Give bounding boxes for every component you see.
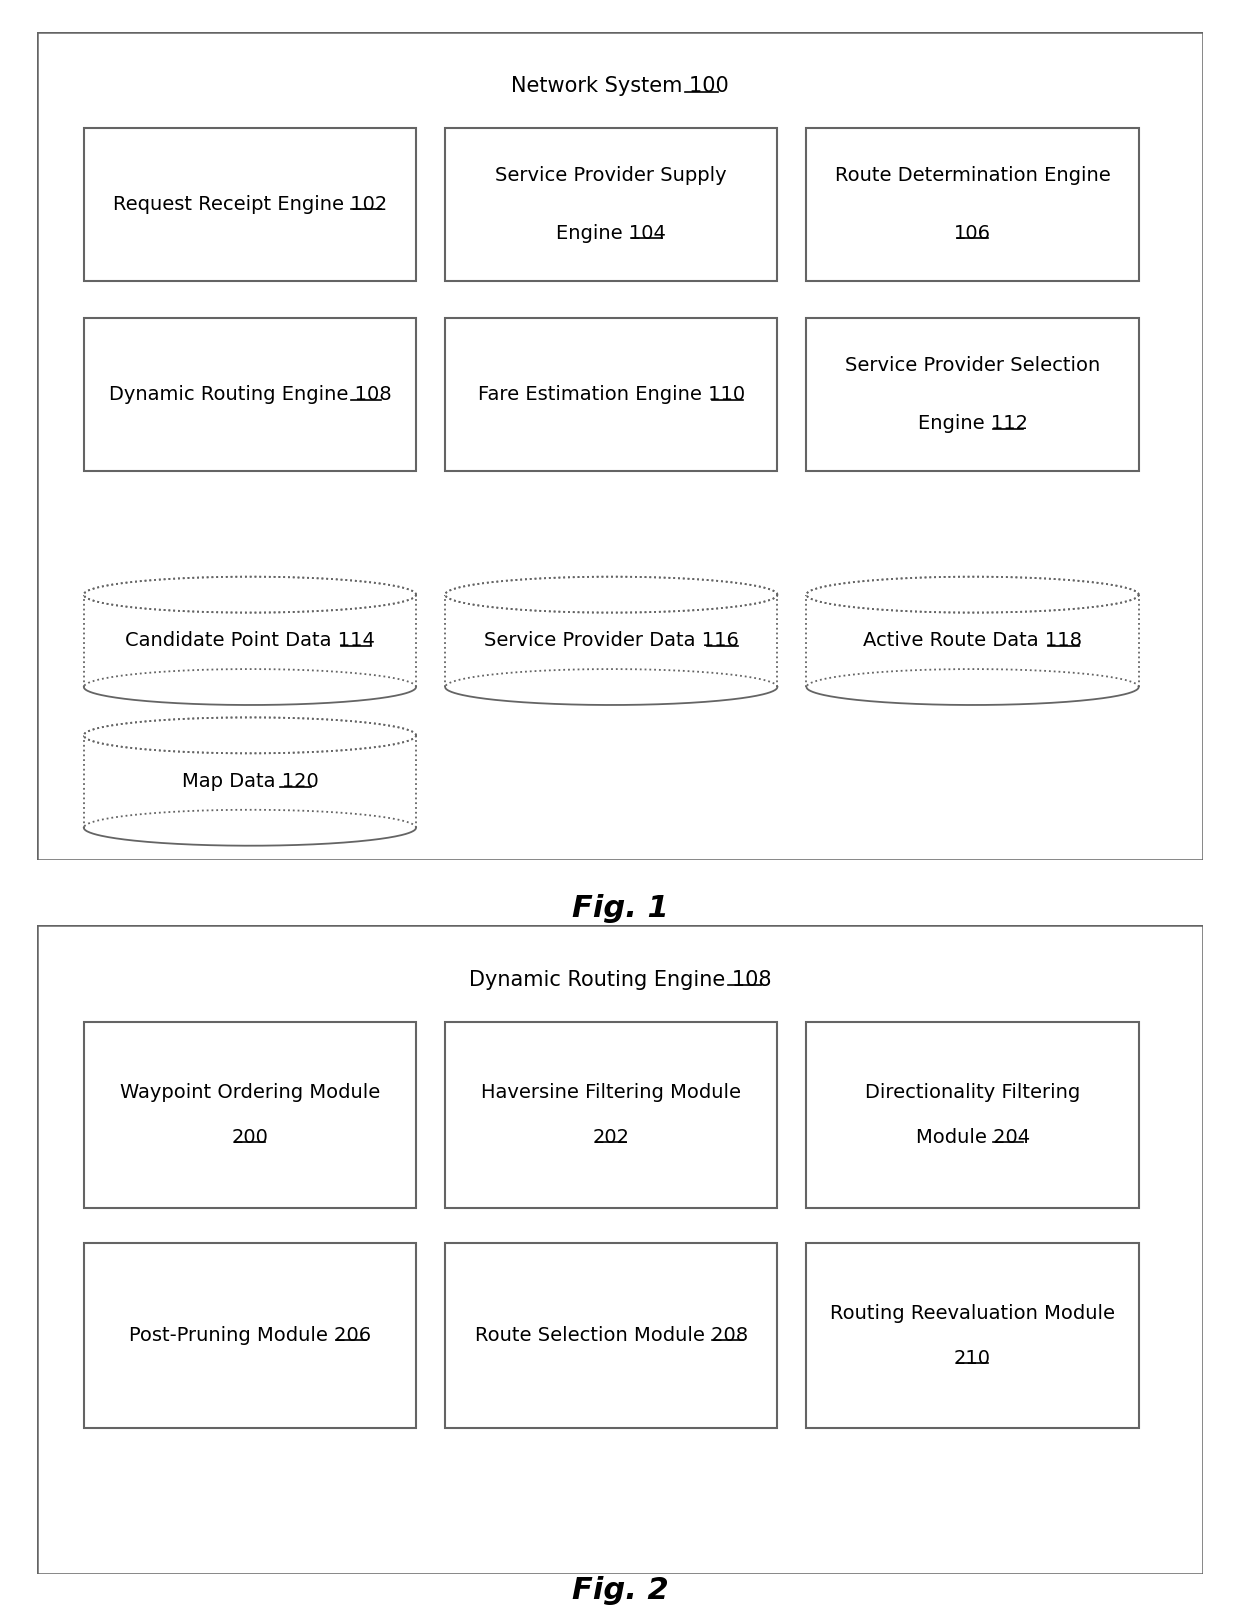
FancyBboxPatch shape — [84, 1243, 415, 1428]
Text: Route Selection Module 208: Route Selection Module 208 — [475, 1326, 748, 1345]
Text: Fare Estimation Engine 110: Fare Estimation Engine 110 — [477, 385, 745, 404]
FancyBboxPatch shape — [84, 128, 415, 281]
Bar — [806, 594, 1138, 687]
Bar — [445, 594, 777, 687]
Text: Waypoint Ordering Module: Waypoint Ordering Module — [120, 1083, 379, 1102]
FancyBboxPatch shape — [445, 1022, 777, 1208]
Text: Post-Pruning Module 206: Post-Pruning Module 206 — [129, 1326, 371, 1345]
Text: Routing Reevaluation Module: Routing Reevaluation Module — [830, 1303, 1115, 1323]
Text: Engine 112: Engine 112 — [918, 414, 1028, 433]
Text: 106: 106 — [954, 224, 991, 243]
Text: Service Provider Supply: Service Provider Supply — [496, 166, 727, 185]
Bar — [84, 594, 415, 687]
Text: Dynamic Routing Engine 108: Dynamic Routing Engine 108 — [109, 385, 392, 404]
Text: Dynamic Routing Engine 108: Dynamic Routing Engine 108 — [469, 971, 771, 990]
Text: Service Provider Data 116: Service Provider Data 116 — [484, 631, 739, 651]
Text: 202: 202 — [593, 1128, 630, 1147]
Text: Active Route Data 118: Active Route Data 118 — [863, 631, 1083, 651]
FancyBboxPatch shape — [806, 318, 1138, 471]
Text: Directionality Filtering: Directionality Filtering — [866, 1083, 1080, 1102]
FancyBboxPatch shape — [806, 1022, 1138, 1208]
Text: Fig. 1: Fig. 1 — [572, 894, 668, 923]
Ellipse shape — [806, 576, 1138, 612]
FancyBboxPatch shape — [37, 32, 1203, 860]
Text: Candidate Point Data 114: Candidate Point Data 114 — [125, 631, 374, 651]
Text: Route Determination Engine: Route Determination Engine — [835, 166, 1111, 185]
Text: Engine 104: Engine 104 — [557, 224, 666, 243]
FancyBboxPatch shape — [806, 1243, 1138, 1428]
Text: Network System 100: Network System 100 — [511, 76, 729, 96]
Text: 210: 210 — [954, 1349, 991, 1368]
Ellipse shape — [84, 576, 415, 612]
Ellipse shape — [84, 717, 415, 753]
FancyBboxPatch shape — [37, 925, 1203, 1574]
Text: Fig. 2: Fig. 2 — [572, 1576, 668, 1605]
Text: 200: 200 — [232, 1128, 268, 1147]
Text: Service Provider Selection: Service Provider Selection — [844, 355, 1100, 375]
FancyBboxPatch shape — [84, 1022, 415, 1208]
Text: Map Data 120: Map Data 120 — [181, 773, 319, 790]
Text: Module 204: Module 204 — [915, 1128, 1029, 1147]
FancyBboxPatch shape — [445, 128, 777, 281]
Text: Haversine Filtering Module: Haversine Filtering Module — [481, 1083, 742, 1102]
Text: Request Receipt Engine 102: Request Receipt Engine 102 — [113, 195, 387, 214]
FancyBboxPatch shape — [445, 1243, 777, 1428]
FancyBboxPatch shape — [806, 128, 1138, 281]
FancyBboxPatch shape — [445, 318, 777, 471]
Ellipse shape — [445, 576, 777, 612]
Bar — [84, 735, 415, 828]
FancyBboxPatch shape — [84, 318, 415, 471]
